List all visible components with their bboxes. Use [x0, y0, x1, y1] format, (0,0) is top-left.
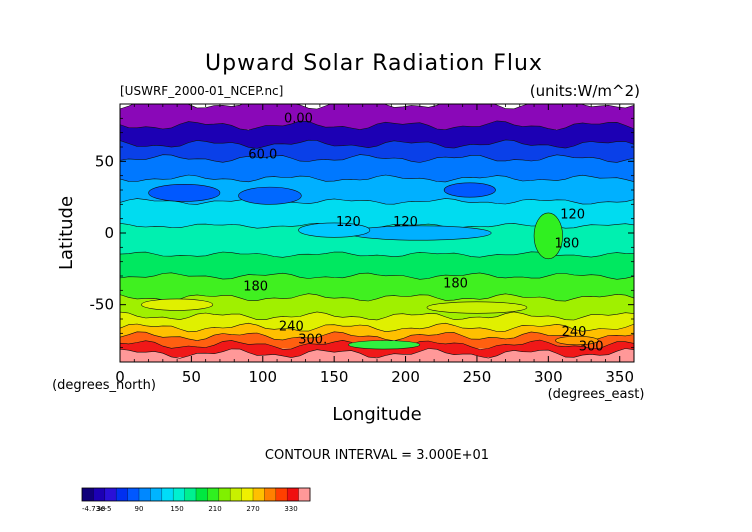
contour-label: 120	[393, 215, 418, 230]
x-tick-label: 0	[115, 368, 125, 386]
heatmap-band	[120, 198, 634, 230]
colorbar-swatch	[287, 488, 300, 501]
colorbar-swatch	[264, 488, 277, 501]
y-axis-label: Latitude	[56, 196, 77, 270]
heatmap-patch	[298, 222, 371, 238]
x-axis-ticks: 0 50 100 150 200 250 300 350	[115, 104, 634, 386]
contour-interval-text: CONTOUR INTERVAL = 3.000E+01	[265, 448, 489, 463]
y-axis-unit-label: (degrees_north)	[52, 378, 156, 393]
heatmap-patch	[348, 225, 492, 241]
contour-line	[120, 154, 634, 163]
contour-label: 240	[562, 325, 587, 340]
contour-label: 120	[336, 215, 361, 230]
x-tick-label: 50	[182, 368, 201, 386]
colorbar-swatch	[127, 488, 140, 501]
x-tick-label: 200	[391, 368, 420, 386]
contour-label: 300	[579, 340, 604, 355]
heatmap-patches	[141, 182, 599, 350]
colorbar-tick-label: 210	[208, 505, 221, 513]
y-tick-label: 0	[104, 224, 114, 242]
colorbar-swatch	[218, 488, 231, 501]
colorbar-swatch	[298, 488, 311, 501]
x-tick-label: 100	[248, 368, 277, 386]
y-tick-label: -50	[90, 296, 115, 314]
contour-line	[120, 322, 634, 333]
colorbar-frame	[81, 487, 311, 502]
colorbar-swatches	[82, 488, 311, 501]
contour-line	[120, 104, 634, 110]
contour-line	[120, 139, 634, 149]
source-file-label: [USWRF_2000-01_NCEP.nc]	[120, 84, 283, 98]
colorbar-tick-label: -4.73e-5	[82, 505, 111, 513]
x-tick-label: 150	[320, 368, 349, 386]
colorbar-swatch	[161, 488, 174, 501]
colorbar-tick-label: 90	[135, 505, 144, 513]
heatmap-band	[120, 154, 634, 183]
colorbar: -4.73e-530 90 150 210 270 330	[81, 487, 311, 513]
heatmap-patch	[533, 212, 563, 260]
y-tick-label: 50	[95, 152, 114, 170]
colorbar-tick-label: 330	[284, 505, 297, 513]
contour-label: 180	[443, 276, 468, 291]
contour-label: 60.0	[248, 147, 277, 162]
contour-label: 0.00	[284, 112, 313, 127]
units-label: (units:W/m^2)	[530, 82, 640, 100]
x-axis-unit-label: (degrees_east)	[548, 387, 645, 402]
colorbar-swatch	[184, 488, 197, 501]
heatmap-bands	[120, 104, 634, 362]
colorbar-swatch	[241, 488, 254, 501]
colorbar-tick-label: 270	[246, 505, 259, 513]
contour-label: 120	[560, 208, 585, 223]
x-tick-label: 300	[534, 368, 563, 386]
colorbar-swatch	[82, 488, 94, 501]
colorbar-labels: -4.73e-530 90 150 210 270 330	[82, 505, 298, 513]
colorbar-swatch	[150, 488, 163, 501]
contour-label: 180	[243, 279, 268, 294]
colorbar-swatch	[104, 488, 117, 501]
x-axis-label: Longitude	[332, 404, 422, 425]
colorbar-swatch	[275, 488, 288, 501]
y-axis-ticks: -50 0 50	[90, 117, 634, 349]
x-tick-label: 350	[605, 368, 634, 386]
contour-line	[120, 198, 634, 205]
heatmap-band	[120, 348, 634, 362]
contour-line	[120, 120, 634, 131]
contour-label: 300.	[298, 332, 327, 347]
contour-line	[120, 174, 634, 183]
heatmap-band	[120, 251, 634, 280]
heatmap-patch	[426, 301, 528, 314]
contour-line	[120, 272, 634, 280]
x-tick-label: 250	[463, 368, 492, 386]
heatmap-patch	[148, 183, 221, 202]
heatmap-patch	[555, 335, 599, 346]
colorbar-swatch	[253, 488, 265, 501]
heatmap-patch	[443, 182, 496, 198]
contour-label: 180	[554, 236, 579, 251]
contour-line	[120, 311, 634, 321]
chart-title: Upward Solar Radiation Flux	[205, 51, 543, 76]
colorbar-tick-label: 30	[97, 505, 106, 513]
colorbar-swatch	[93, 488, 106, 501]
colorbar-swatch	[230, 488, 243, 501]
contour-line	[120, 331, 634, 342]
contour-line	[120, 293, 634, 302]
contour-line	[120, 348, 634, 359]
colorbar-swatch	[116, 488, 129, 501]
heatmap-patch	[141, 298, 214, 311]
colorbar-swatch	[196, 488, 208, 501]
heatmap-patch	[348, 340, 421, 350]
colorbar-swatch	[139, 488, 151, 501]
colorbar-swatch	[173, 488, 186, 501]
heatmap-patch	[238, 186, 302, 205]
heatmap-band	[120, 223, 634, 259]
colorbar-swatch	[207, 488, 220, 501]
contour-label: 240	[279, 319, 304, 334]
colorbar-tick-label: 150	[170, 505, 183, 513]
